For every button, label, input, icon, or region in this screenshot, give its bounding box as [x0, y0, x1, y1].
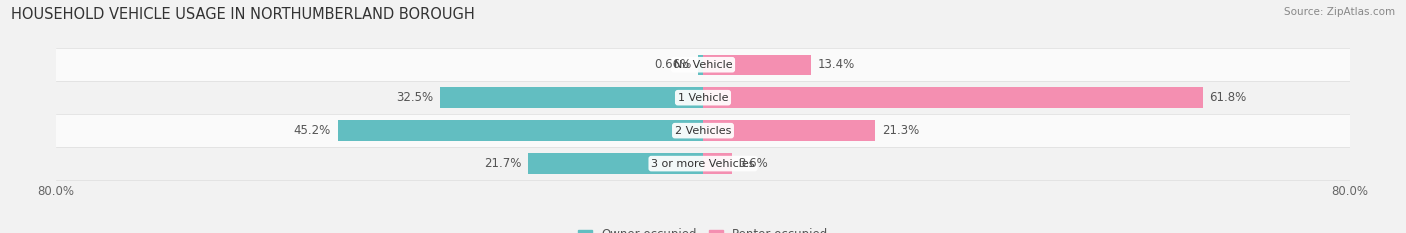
- Bar: [703, 153, 733, 174]
- Text: 3.6%: 3.6%: [738, 157, 768, 170]
- Bar: [440, 87, 703, 108]
- Text: 32.5%: 32.5%: [396, 91, 434, 104]
- Bar: [56, 81, 1350, 114]
- Text: 0.66%: 0.66%: [654, 58, 692, 71]
- Bar: [527, 153, 703, 174]
- Text: No Vehicle: No Vehicle: [673, 60, 733, 70]
- Bar: [703, 55, 811, 75]
- Bar: [703, 87, 1202, 108]
- Text: Source: ZipAtlas.com: Source: ZipAtlas.com: [1284, 7, 1395, 17]
- Bar: [56, 48, 1350, 81]
- Text: HOUSEHOLD VEHICLE USAGE IN NORTHUMBERLAND BOROUGH: HOUSEHOLD VEHICLE USAGE IN NORTHUMBERLAN…: [11, 7, 475, 22]
- Text: 1 Vehicle: 1 Vehicle: [678, 93, 728, 103]
- Legend: Owner-occupied, Renter-occupied: Owner-occupied, Renter-occupied: [572, 224, 834, 233]
- Bar: [703, 120, 875, 141]
- Bar: [337, 120, 703, 141]
- Text: 21.3%: 21.3%: [882, 124, 920, 137]
- Bar: [697, 55, 703, 75]
- Text: 21.7%: 21.7%: [484, 157, 522, 170]
- Text: 2 Vehicles: 2 Vehicles: [675, 126, 731, 136]
- Text: 61.8%: 61.8%: [1209, 91, 1246, 104]
- Text: 13.4%: 13.4%: [818, 58, 855, 71]
- Bar: [56, 114, 1350, 147]
- Text: 3 or more Vehicles: 3 or more Vehicles: [651, 159, 755, 169]
- Bar: [56, 147, 1350, 180]
- Text: 45.2%: 45.2%: [294, 124, 332, 137]
